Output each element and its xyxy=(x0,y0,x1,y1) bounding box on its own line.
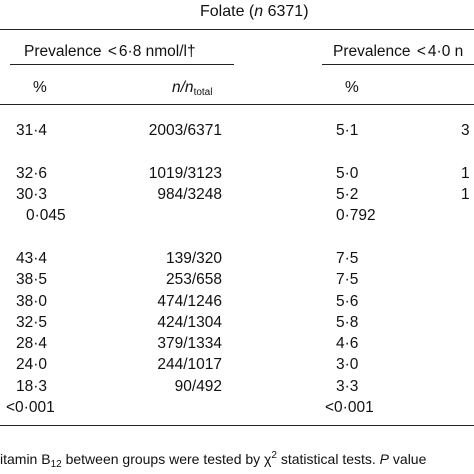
group-n-label: n xyxy=(254,3,264,20)
col-ratio-a: n/ntotal xyxy=(172,79,213,98)
row-ratio: 474/1246 xyxy=(157,293,222,310)
lt-symbol-b: < xyxy=(416,43,426,60)
row-ratio: 424/1304 xyxy=(157,314,222,331)
lt-symbol-a: < xyxy=(107,43,117,60)
row-extra: 3 xyxy=(461,122,470,139)
footnote-b: 12 xyxy=(50,459,62,470)
row-pct: 24·0 xyxy=(16,356,48,373)
row-pct: 38·5 xyxy=(16,271,48,288)
top-rule xyxy=(0,29,474,30)
col-ratio-n: n xyxy=(172,79,181,96)
row-pct-b: 7·5 xyxy=(336,271,359,288)
col-ratio-subscript: total xyxy=(193,87,213,98)
row-ratio: 139/320 xyxy=(165,250,222,267)
row-p-value-b: <0·001 xyxy=(325,399,374,416)
row-ratio: 244/1017 xyxy=(157,356,222,373)
row-pct: 32·6 xyxy=(16,165,48,182)
row-extra: 1 xyxy=(461,186,470,203)
prevalence-b-label: Prevalence xyxy=(333,43,411,60)
row-pct: 18·3 xyxy=(16,378,48,395)
row-ratio: 2003/6371 xyxy=(148,122,222,139)
row-pct: 28·4 xyxy=(16,335,48,352)
row-p-value: 0·045 xyxy=(26,207,66,224)
row-pct-b: 3·0 xyxy=(336,356,359,373)
table-bottom-rule xyxy=(0,425,474,426)
row-pct-b: 5·6 xyxy=(336,293,359,310)
footnote-g: value xyxy=(389,451,427,467)
group-title-text: Folate xyxy=(200,3,245,20)
footnote-f: P xyxy=(379,451,390,467)
prevalence-a-underline xyxy=(10,64,234,65)
row-pct-b: 4·6 xyxy=(336,335,359,352)
row-ratio: 90/492 xyxy=(174,378,222,395)
footnote-a: itamin B xyxy=(0,451,51,467)
footnote-d: 2 xyxy=(271,450,277,461)
prevalence-b-underline xyxy=(322,64,474,65)
row-ratio: 379/1334 xyxy=(157,335,222,352)
footnote-e: statistical tests. xyxy=(276,451,380,467)
row-pct: 32·5 xyxy=(16,314,48,331)
row-pct: 30·3 xyxy=(16,186,48,203)
prevalence-b-threshold: 4·0 n xyxy=(427,43,464,60)
row-ratio: 984/3248 xyxy=(157,186,222,203)
row-pct: 31·4 xyxy=(16,122,48,139)
row-pct: 38·0 xyxy=(16,293,48,310)
footnote-c: between groups were tested by χ xyxy=(61,451,272,467)
col-ratio-slash-n: /n xyxy=(180,79,194,96)
group-n-value: 6371 xyxy=(263,3,304,20)
row-pct-b: 3·3 xyxy=(336,378,359,395)
row-pct-b: 5·0 xyxy=(336,165,359,182)
row-ratio: 253/658 xyxy=(165,271,222,288)
row-pct-b: 7·5 xyxy=(336,250,359,267)
row-p-value: <0·001 xyxy=(6,399,55,416)
footnote: itamin B12 between groups were tested by… xyxy=(0,450,427,470)
group-title: Folate (n 6371) xyxy=(200,3,309,20)
row-pct: 43·4 xyxy=(16,250,48,267)
row-pct-b: 5·2 xyxy=(336,186,359,203)
prevalence-a-threshold: 6·8 nmol/l† xyxy=(118,43,196,60)
prevalence-b-header: Prevalence <4·0 n xyxy=(333,44,463,60)
row-p-value-b: 0·792 xyxy=(336,207,376,224)
row-pct-b: 5·8 xyxy=(336,314,359,331)
row-ratio: 1019/3123 xyxy=(148,165,222,182)
prevalence-a-label: Prevalence xyxy=(24,43,102,60)
col-pct-a: % xyxy=(33,79,47,96)
row-extra: 1 xyxy=(461,165,470,182)
header-bottom-rule xyxy=(0,104,474,105)
prevalence-a-header: Prevalence <6·8 nmol/l† xyxy=(24,44,196,60)
col-pct-b: % xyxy=(345,79,359,96)
row-pct-b: 5·1 xyxy=(336,122,359,139)
